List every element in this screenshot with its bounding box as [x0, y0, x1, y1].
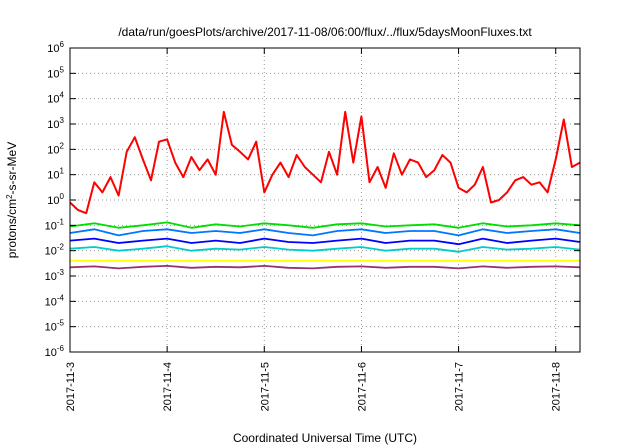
y-tick-label: 104 — [47, 91, 64, 106]
y-tick-label: 10-6 — [45, 344, 65, 359]
grid — [70, 47, 580, 353]
series-line-1 — [69, 221, 581, 229]
x-tick-label: 2017-11-7 — [454, 362, 466, 411]
x-tick-label: 2017-11-3 — [65, 362, 77, 411]
series-line-0 — [69, 110, 581, 215]
y-tick-label: 106 — [47, 40, 64, 55]
y-tick-label: 100 — [47, 192, 64, 207]
y-axis-label: protons/cm2-s-sr-MeV — [5, 142, 19, 258]
y-tick-label: 10-4 — [45, 293, 65, 308]
y-tick-label: 10-2 — [45, 243, 65, 258]
x-axis-ticks: 2017-11-3 2017-11-4 2017-11-5 2017-11-6 2017… — [65, 48, 563, 411]
x-tick-label: 2017-11-4 — [162, 362, 174, 411]
y-tick-label: 101 — [47, 167, 64, 182]
series-line-6 — [69, 264, 581, 270]
y-tick-label: 103 — [47, 116, 64, 131]
series-group — [69, 110, 581, 270]
series-line-2 — [69, 228, 581, 237]
x-tick-label: 2017-11-5 — [259, 362, 271, 411]
y-tick-label: 10-3 — [45, 268, 65, 283]
series-line-3 — [69, 237, 581, 246]
x-axis-label: Coordinated Universal Time (UTC) — [233, 431, 417, 445]
chart-title: /data/run/goesPlots/archive/2017-11-08/0… — [118, 25, 532, 39]
y-axis-label-sup: 2 — [5, 194, 14, 199]
y-tick-label: 10-1 — [45, 217, 65, 232]
x-tick-label: 2017-11-6 — [356, 362, 368, 411]
y-tick-label: 105 — [47, 65, 64, 80]
x-tick-label: 2017-11-8 — [551, 362, 563, 411]
y-axis-label-rest: -s-sr-MeV — [5, 142, 19, 195]
series-line-4 — [69, 245, 581, 253]
y-axis-ticks: 10-6 10-5 10-4 10-3 10-2 10-1 100 101 102 103 104 1… — [45, 40, 580, 359]
y-tick-label: 102 — [47, 141, 64, 156]
y-tick-label: 10-5 — [45, 319, 65, 334]
y-axis-label-base: protons/cm — [5, 199, 19, 258]
